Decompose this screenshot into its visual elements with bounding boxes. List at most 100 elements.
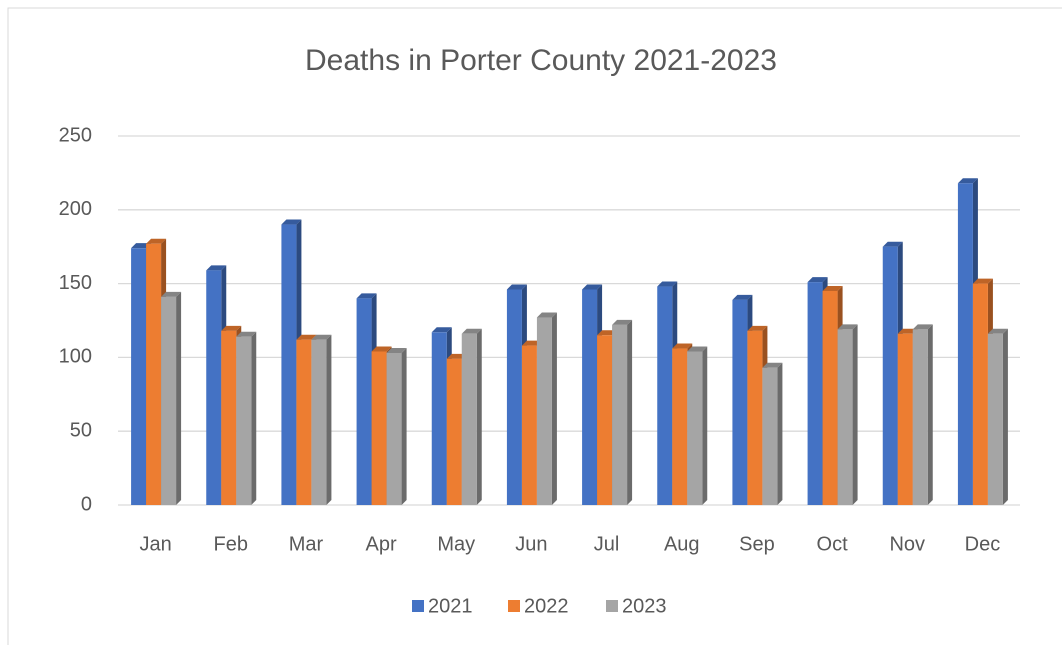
bar-top [386, 347, 407, 353]
bar-front [371, 351, 387, 505]
bar [161, 291, 182, 505]
bar-front [506, 289, 522, 505]
bar-front [446, 358, 462, 505]
bar-top [146, 238, 167, 244]
bar-top [296, 334, 317, 340]
bar-top [206, 265, 227, 271]
bar-front [957, 183, 973, 505]
bar-front [837, 329, 853, 505]
legend-label: 2021 [428, 595, 473, 617]
bar-top [957, 178, 978, 184]
bar [536, 312, 557, 505]
bar [912, 324, 933, 505]
bar-front [687, 351, 703, 505]
legend-label: 2023 [622, 595, 667, 617]
legend-swatch [412, 600, 424, 612]
bar-side [627, 319, 633, 505]
bar [837, 324, 858, 505]
x-tick-label: Jan [139, 533, 171, 555]
bar-side [777, 362, 783, 505]
bar-top [807, 277, 828, 283]
bar-front [807, 282, 823, 505]
bar-front [987, 333, 1003, 505]
legend-swatch [508, 600, 520, 612]
bar-front [521, 345, 537, 505]
bar-side [251, 331, 257, 505]
bar-top [536, 312, 557, 318]
y-tick-label: 200 [59, 198, 92, 220]
bar-front [822, 290, 838, 505]
bar [461, 328, 482, 505]
bar-top [461, 328, 482, 334]
y-tick-label: 0 [81, 493, 92, 515]
bar-top [356, 293, 377, 299]
bar [236, 331, 257, 505]
chart-title: Deaths in Porter County 2021-2023 [305, 44, 777, 77]
bar-top [987, 328, 1008, 334]
bar [612, 319, 633, 505]
bar [311, 334, 332, 505]
bar-side [927, 324, 933, 505]
bar-front [762, 367, 778, 505]
bar-top [837, 324, 858, 330]
bar-front [461, 333, 477, 505]
bar-top [912, 324, 933, 330]
x-tick-label: Sep [739, 533, 775, 555]
bar-front [732, 299, 748, 505]
x-tick-label: Apr [366, 533, 397, 555]
bar-top [612, 319, 633, 325]
x-tick-label: May [437, 533, 475, 555]
x-tick-label: Feb [214, 533, 248, 555]
y-tick-label: 100 [59, 346, 92, 368]
bar-top [582, 284, 603, 290]
legend-swatch [606, 600, 618, 612]
bar-top [431, 327, 452, 333]
bar-front [236, 336, 252, 505]
bar-front [431, 332, 447, 505]
bar-front [356, 298, 372, 505]
bar-top [687, 346, 708, 352]
bar [987, 328, 1008, 505]
bar-side [476, 328, 482, 505]
bar-front [657, 286, 673, 505]
bar-side [702, 346, 708, 505]
x-tick-label: Jun [515, 533, 547, 555]
bar-side [326, 334, 332, 505]
bar-front [281, 224, 297, 505]
bar-front [882, 246, 898, 505]
bar-side [551, 312, 557, 505]
bar-front [146, 243, 162, 506]
bar-top [657, 281, 678, 287]
bar-front [582, 289, 598, 505]
bar [386, 347, 407, 505]
bar-side [176, 291, 182, 505]
bar-top [161, 291, 182, 297]
bar-front [206, 270, 222, 505]
bar-top [506, 284, 527, 290]
bar-front [912, 329, 928, 505]
bar-front [972, 283, 988, 505]
bar-front [386, 352, 402, 505]
bar-top [822, 285, 843, 291]
bar-top [732, 294, 753, 300]
bar-side [401, 347, 407, 505]
x-tick-label: Jul [594, 533, 620, 555]
bar-front [612, 324, 628, 505]
bar-front [672, 348, 688, 505]
bar-top [882, 241, 903, 247]
bar-front [897, 333, 913, 505]
bar-side [852, 324, 858, 505]
bar-front [296, 339, 312, 505]
bar-front [536, 317, 552, 505]
x-tick-label: Aug [664, 533, 700, 555]
bar-top [236, 331, 257, 337]
x-tick-label: Mar [289, 533, 324, 555]
bar-top [371, 346, 392, 352]
bar-top [972, 278, 993, 284]
bar-front [597, 335, 613, 505]
bar-front [747, 330, 763, 505]
x-tick-label: Dec [965, 533, 1001, 555]
bar-side [1002, 328, 1008, 505]
bar-front [131, 248, 147, 505]
